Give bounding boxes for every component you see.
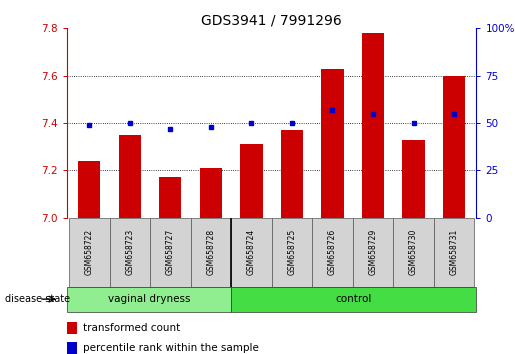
Bar xyxy=(200,168,222,218)
Text: GSM658728: GSM658728 xyxy=(207,229,215,275)
Text: GSM658723: GSM658723 xyxy=(125,229,134,275)
Text: disease state: disease state xyxy=(5,294,70,304)
Text: GSM658729: GSM658729 xyxy=(369,229,377,275)
Bar xyxy=(69,218,110,287)
Bar xyxy=(434,218,474,287)
Text: GSM658727: GSM658727 xyxy=(166,229,175,275)
Bar xyxy=(231,218,272,287)
Bar xyxy=(281,130,303,218)
Bar xyxy=(67,322,77,334)
Bar xyxy=(362,33,384,218)
Bar xyxy=(231,287,476,312)
Bar xyxy=(118,135,141,218)
Bar xyxy=(353,218,393,287)
Bar xyxy=(150,218,191,287)
Bar xyxy=(67,287,231,312)
Text: transformed count: transformed count xyxy=(83,323,181,333)
Text: percentile rank within the sample: percentile rank within the sample xyxy=(83,343,259,353)
Bar xyxy=(321,69,344,218)
Text: GSM658722: GSM658722 xyxy=(85,229,94,275)
Bar xyxy=(240,144,263,218)
Bar xyxy=(78,161,100,218)
Text: GSM658724: GSM658724 xyxy=(247,229,256,275)
Text: GSM658730: GSM658730 xyxy=(409,229,418,275)
Bar xyxy=(67,342,77,354)
Bar xyxy=(191,218,231,287)
Bar xyxy=(272,218,312,287)
Bar xyxy=(402,139,425,218)
Text: GSM658726: GSM658726 xyxy=(328,229,337,275)
Text: vaginal dryness: vaginal dryness xyxy=(108,294,190,304)
Bar xyxy=(312,218,353,287)
Text: GSM658725: GSM658725 xyxy=(287,229,297,275)
Title: GDS3941 / 7991296: GDS3941 / 7991296 xyxy=(201,13,342,27)
Bar xyxy=(110,218,150,287)
Bar xyxy=(159,177,181,218)
Bar xyxy=(443,76,465,218)
Bar xyxy=(393,218,434,287)
Text: GSM658731: GSM658731 xyxy=(450,229,458,275)
Text: control: control xyxy=(336,294,372,304)
